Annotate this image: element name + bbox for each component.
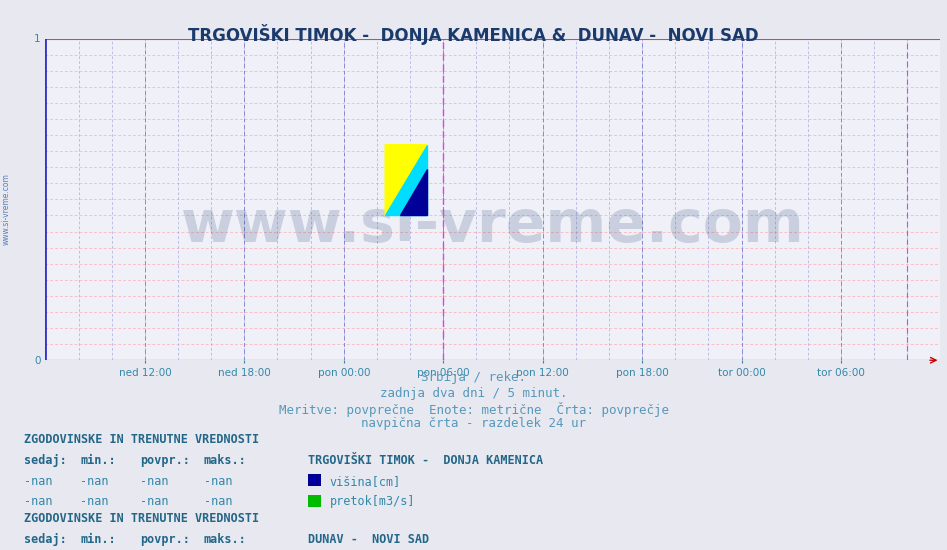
Text: TRGOVIŠKI TIMOK -  DONJA KAMENICA: TRGOVIŠKI TIMOK - DONJA KAMENICA <box>308 454 543 466</box>
Text: www.si-vreme.com: www.si-vreme.com <box>1 173 10 245</box>
Text: -nan: -nan <box>204 496 232 508</box>
Text: sedaj:: sedaj: <box>24 534 66 546</box>
Text: pretok[m3/s]: pretok[m3/s] <box>330 496 415 508</box>
Text: višina[cm]: višina[cm] <box>330 475 401 487</box>
Text: maks.:: maks.: <box>204 534 246 546</box>
Text: min.:: min.: <box>80 454 116 466</box>
Text: -nan: -nan <box>24 475 52 487</box>
Text: -nan: -nan <box>80 475 109 487</box>
Polygon shape <box>400 169 426 216</box>
Polygon shape <box>385 145 426 216</box>
Text: navpična črta - razdelek 24 ur: navpična črta - razdelek 24 ur <box>361 417 586 431</box>
Text: -nan: -nan <box>140 496 169 508</box>
Text: www.si-vreme.com: www.si-vreme.com <box>181 196 805 254</box>
Text: TRGOVIŠKI TIMOK -  DONJA KAMENICA &  DUNAV -  NOVI SAD: TRGOVIŠKI TIMOK - DONJA KAMENICA & DUNAV… <box>188 24 759 45</box>
Text: Meritve: povprečne  Enote: metrične  Črta: povprečje: Meritve: povprečne Enote: metrične Črta:… <box>278 402 669 417</box>
Text: ZGODOVINSKE IN TRENUTNE VREDNOSTI: ZGODOVINSKE IN TRENUTNE VREDNOSTI <box>24 433 259 446</box>
Text: maks.:: maks.: <box>204 454 246 466</box>
Text: DUNAV -  NOVI SAD: DUNAV - NOVI SAD <box>308 534 429 546</box>
Text: sedaj:: sedaj: <box>24 454 66 466</box>
Text: povpr.:: povpr.: <box>140 534 190 546</box>
Polygon shape <box>385 145 426 216</box>
Text: -nan: -nan <box>140 475 169 487</box>
Text: min.:: min.: <box>80 534 116 546</box>
Text: -nan: -nan <box>80 496 109 508</box>
Text: zadnja dva dni / 5 minut.: zadnja dva dni / 5 minut. <box>380 387 567 400</box>
Text: povpr.:: povpr.: <box>140 454 190 466</box>
Text: -nan: -nan <box>204 475 232 487</box>
Text: -nan: -nan <box>24 496 52 508</box>
Text: ZGODOVINSKE IN TRENUTNE VREDNOSTI: ZGODOVINSKE IN TRENUTNE VREDNOSTI <box>24 513 259 525</box>
Text: Srbija / reke.: Srbija / reke. <box>421 371 526 384</box>
